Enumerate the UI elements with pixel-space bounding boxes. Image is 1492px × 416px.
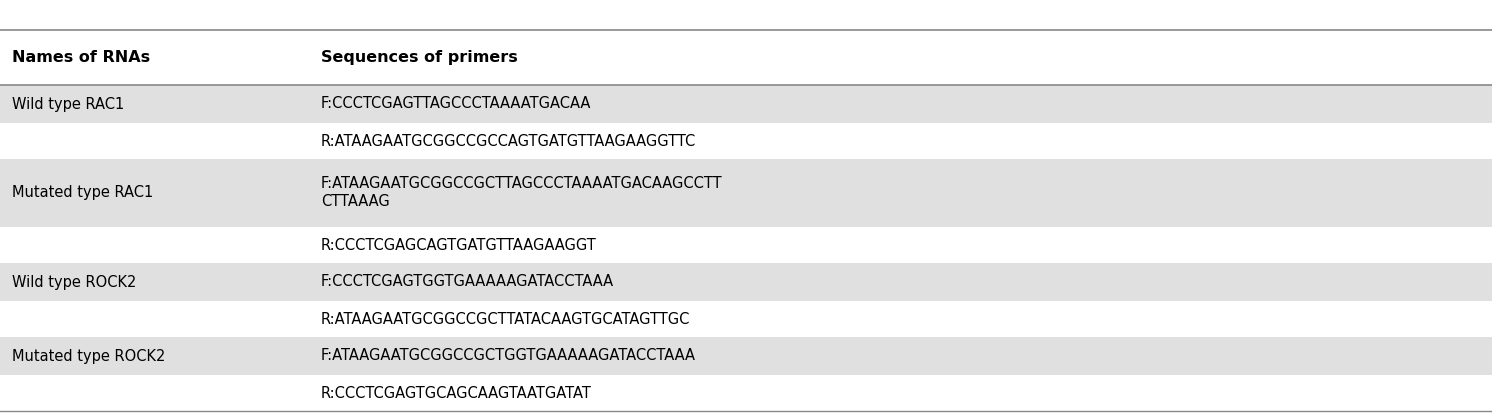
Bar: [0, 123, 1492, 159]
Bar: [0, 301, 1492, 337]
Text: R:CCCTCGAGCAGTGATGTTAAGAAGGT: R:CCCTCGAGCAGTGATGTTAAGAAGGT: [321, 238, 597, 253]
Text: R:ATAAGAATGCGGCCGCTTATACAAGTGCATAGTTGC: R:ATAAGAATGCGGCCGCTTATACAAGTGCATAGTTGC: [321, 312, 691, 327]
Bar: [0, 30, 1492, 85]
Bar: [0, 263, 1492, 301]
Text: CTTAAAG: CTTAAAG: [321, 195, 389, 210]
Text: Wild type ROCK2: Wild type ROCK2: [12, 275, 136, 290]
Text: Mutated type RAC1: Mutated type RAC1: [12, 186, 154, 201]
Bar: [0, 337, 1492, 375]
Bar: [0, 375, 1492, 411]
Bar: [0, 227, 1492, 263]
Text: Names of RNAs: Names of RNAs: [12, 50, 151, 65]
Text: F:ATAAGAATGCGGCCGCTGGTGAAAAAGATACCTAAA: F:ATAAGAATGCGGCCGCTGGTGAAAAAGATACCTAAA: [321, 349, 695, 364]
Text: Wild type RAC1: Wild type RAC1: [12, 97, 124, 111]
Text: R:CCCTCGAGTGCAGCAAGTAATGATAT: R:CCCTCGAGTGCAGCAAGTAATGATAT: [321, 386, 592, 401]
Text: F:ATAAGAATGCGGCCGCTTAGCCCTAAAATGACAAGCCTT: F:ATAAGAATGCGGCCGCTTAGCCCTAAAATGACAAGCCT…: [321, 176, 722, 191]
Text: Mutated type ROCK2: Mutated type ROCK2: [12, 349, 166, 364]
Bar: [0, 159, 1492, 227]
Text: R:ATAAGAATGCGGCCGCCAGTGATGTTAAGAAGGTTC: R:ATAAGAATGCGGCCGCCAGTGATGTTAAGAAGGTTC: [321, 134, 697, 149]
Bar: [0, 85, 1492, 123]
Text: Sequences of primers: Sequences of primers: [321, 50, 518, 65]
Text: F:CCCTCGAGTTAGCCCTAAAATGACAA: F:CCCTCGAGTTAGCCCTAAAATGACAA: [321, 97, 591, 111]
Text: F:CCCTCGAGTGGTGAAAAAGATACCTAAA: F:CCCTCGAGTGGTGAAAAAGATACCTAAA: [321, 275, 613, 290]
